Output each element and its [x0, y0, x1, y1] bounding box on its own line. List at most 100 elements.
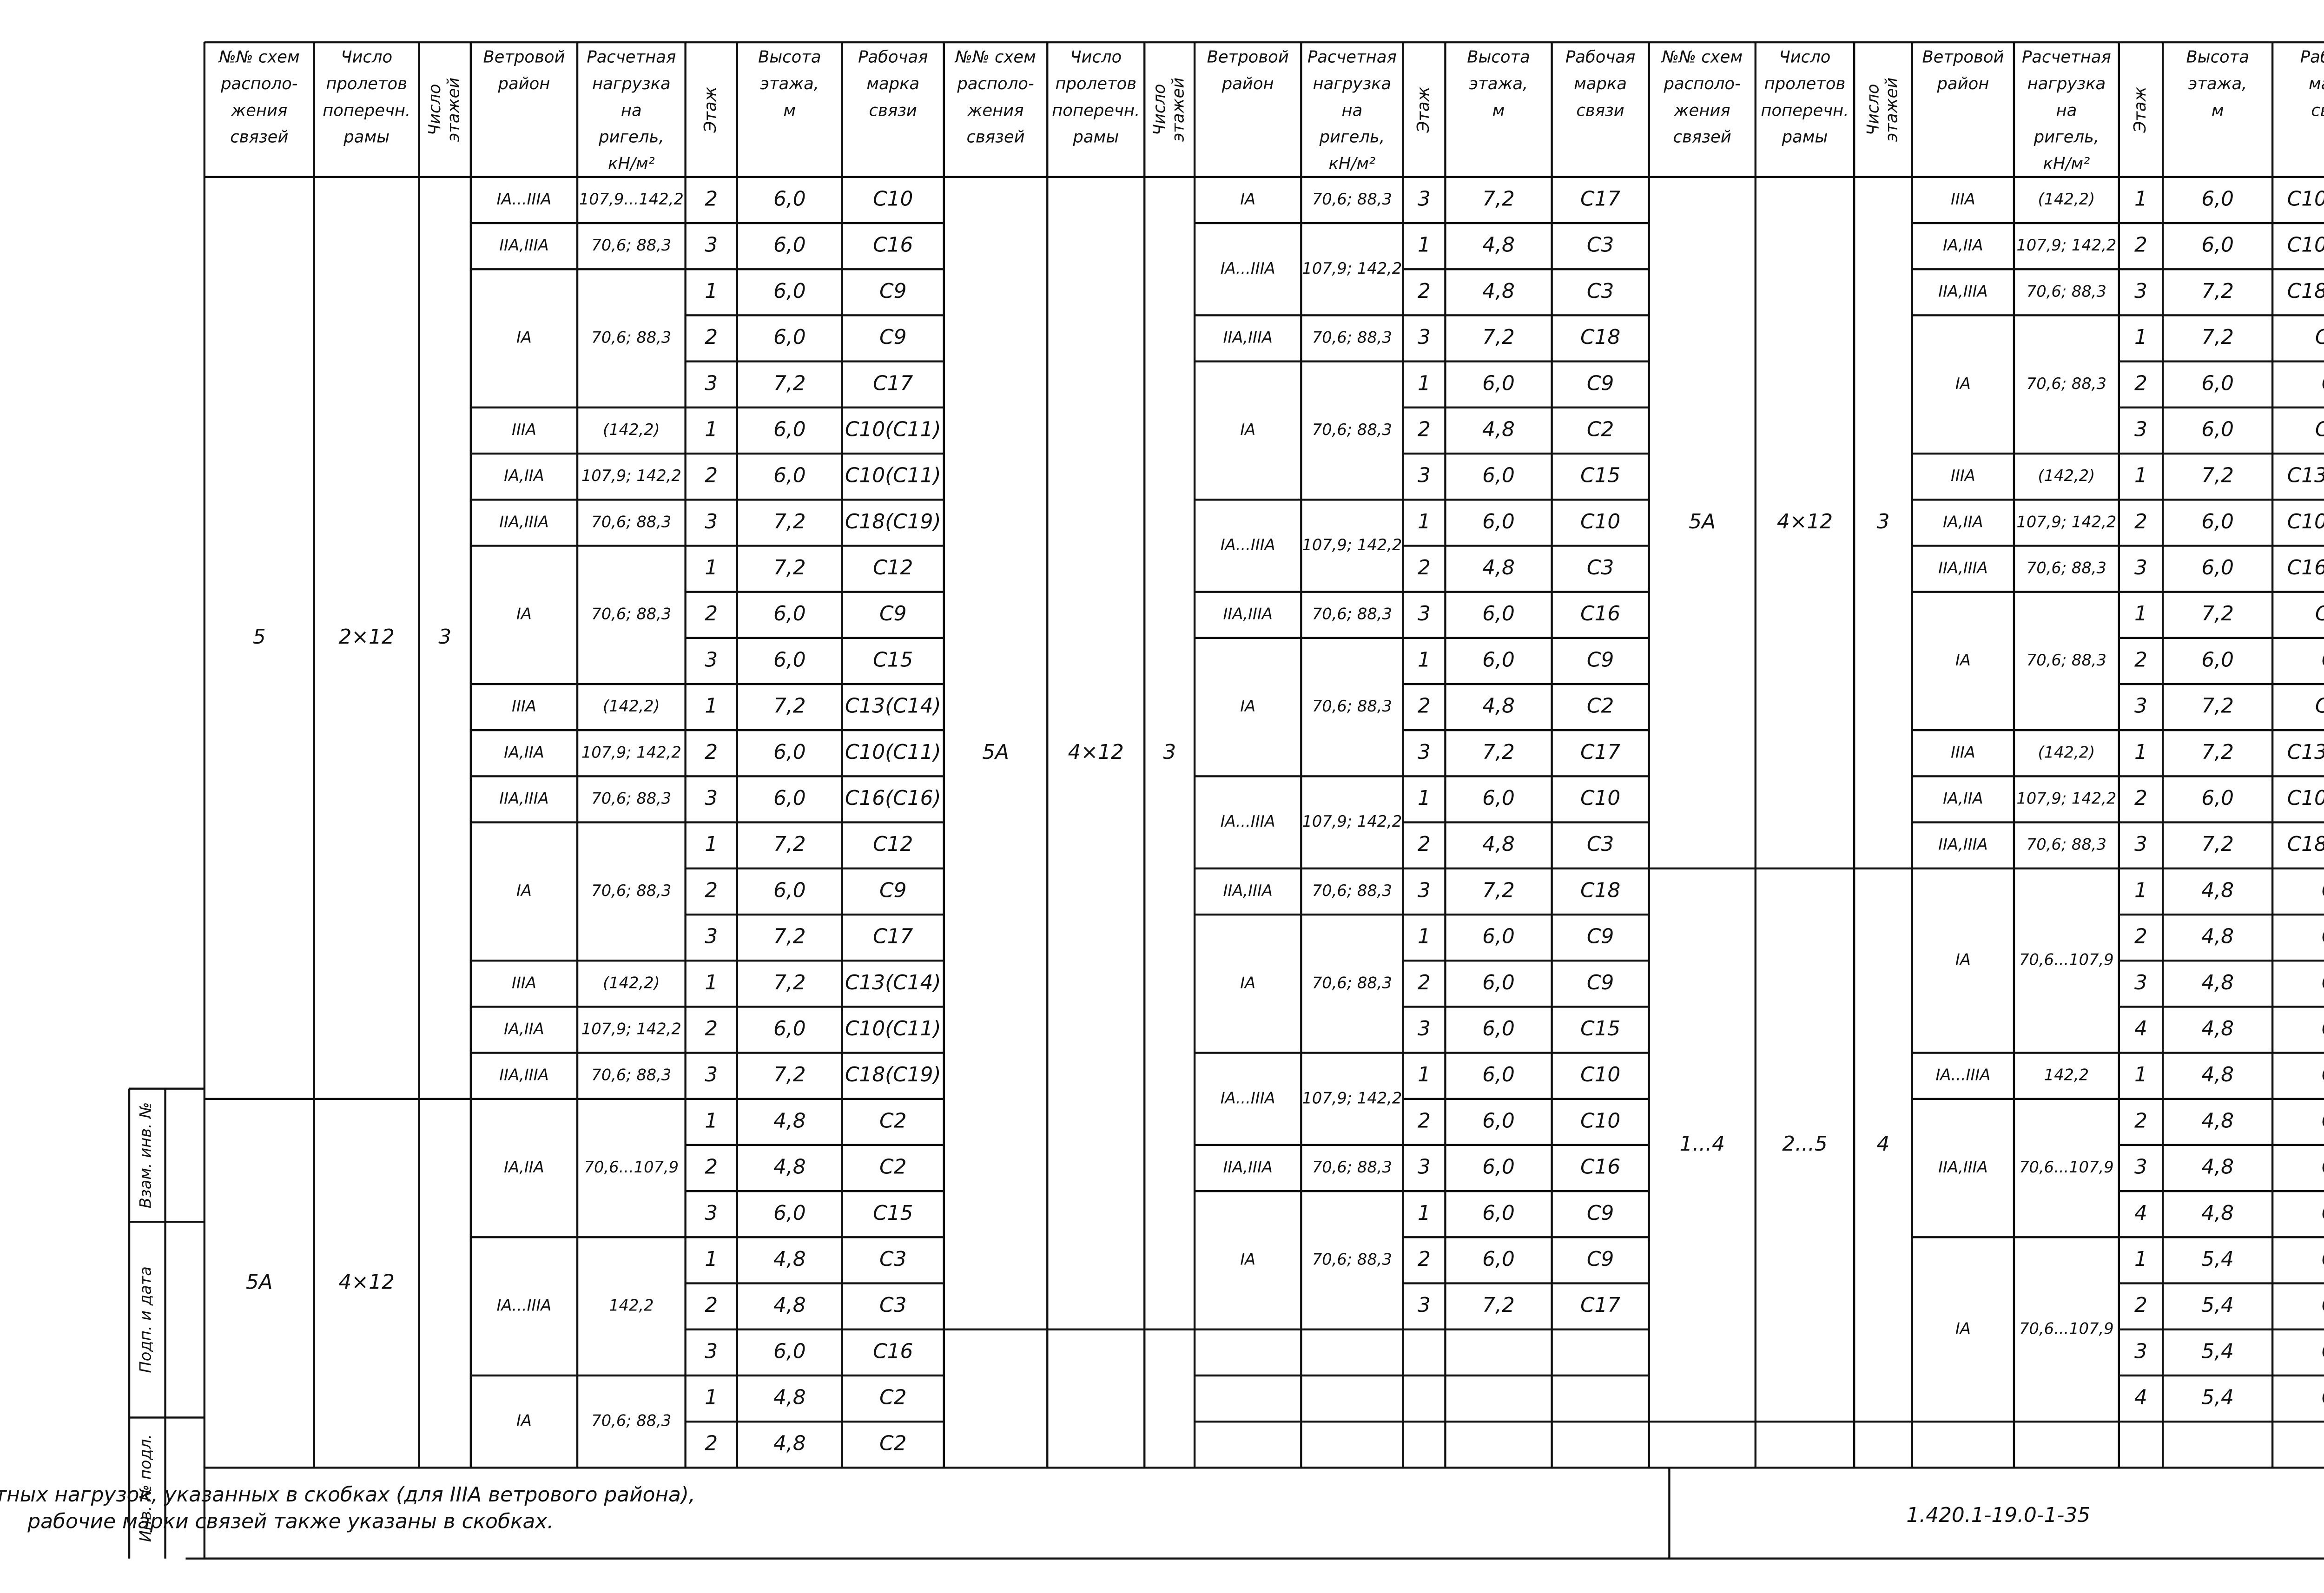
wind-region: IIА,IIIА: [499, 236, 548, 254]
wind-region: IIА,IIIА: [1223, 882, 1272, 900]
table-cell: 3: [1418, 878, 1431, 902]
wind-region: IА: [1240, 421, 1255, 439]
table-cell: 7,2: [773, 1063, 806, 1086]
table-cell: 4,8: [2201, 1109, 2234, 1132]
table-cell: 2: [2134, 1109, 2147, 1132]
design-load: 70,6; 88,3: [591, 1412, 671, 1430]
design-load: 70,6; 88,3: [591, 605, 671, 623]
table-cell: С9: [2322, 648, 2324, 671]
table-cell: 6,0: [773, 1017, 806, 1040]
table-cell: С10(С11): [845, 740, 941, 764]
table-cell: 1: [705, 694, 718, 718]
table-cell: С5: [2322, 1293, 2324, 1317]
wind-region: IIIА: [512, 697, 536, 715]
table-cell: С17: [1580, 740, 1620, 764]
table-cell: 2: [2134, 925, 2147, 948]
header-cell: поперечн.: [1761, 101, 1849, 120]
table-cell: С2: [2322, 1201, 2324, 1225]
design-load: 107,9; 142,2: [581, 1020, 681, 1038]
design-load: 107,9; 142,2: [2016, 236, 2116, 254]
table-cell: С10: [1580, 1109, 1620, 1132]
table-cell: 3: [2134, 971, 2147, 994]
wind-region: IА...IIIА: [1221, 812, 1275, 830]
table-cell: 4,8: [2201, 1155, 2234, 1179]
design-load: 70,6; 88,3: [2027, 836, 2106, 854]
table-cell: 1: [2134, 602, 2147, 625]
table-cell: С2: [2322, 1063, 2324, 1086]
header-cell: этажа,: [1469, 74, 1528, 93]
design-load: 70,6; 88,3: [591, 236, 671, 254]
wind-region: IА: [1240, 697, 1255, 715]
design-load: 70,6; 88,3: [1312, 421, 1392, 439]
table-cell: 2: [2134, 233, 2147, 257]
table-cell: С18: [1580, 878, 1620, 902]
header-cell: Высота: [2186, 48, 2249, 67]
table-cell: 1: [705, 971, 718, 994]
header-cell: Этаж: [701, 86, 720, 133]
table-cell: С9: [1587, 1247, 1614, 1271]
header-cell: район: [1221, 74, 1274, 93]
design-load: (142,2): [2038, 190, 2095, 208]
table-cell: 7,2: [1482, 740, 1515, 764]
design-load: (142,2): [603, 697, 660, 715]
table-cell: С12: [2315, 602, 2324, 625]
table-cell: С16: [873, 233, 913, 257]
table-cell: 1: [2134, 878, 2147, 902]
header-cell: связи: [2311, 101, 2324, 120]
design-load: 107,9; 142,2: [1302, 259, 1402, 277]
table-cell: 6,0: [2201, 556, 2234, 579]
table-cell: 3: [2134, 1155, 2147, 1179]
design-load: 70,6...107,9: [2019, 951, 2114, 969]
table-cell: 3: [705, 371, 718, 395]
table-cell: 4: [2134, 1201, 2147, 1225]
table-cell: С3: [1587, 233, 1614, 257]
table-cell: 7,2: [773, 556, 806, 579]
table-cell: 2: [705, 187, 718, 211]
header-cell: рамы: [343, 128, 390, 147]
table-cell: 4,8: [773, 1247, 806, 1271]
design-load: 142,2: [609, 1297, 654, 1315]
table-cell: 6,0: [1482, 1017, 1515, 1040]
table-cell: 2: [1418, 417, 1431, 441]
table-cell: С3: [1587, 279, 1614, 303]
header-cell: Этаж: [2131, 86, 2150, 133]
design-load: (142,2): [2038, 743, 2095, 761]
table-cell: 7,2: [2201, 602, 2234, 625]
wind-region: IА: [1240, 190, 1255, 208]
design-load: 107,9...142,2: [579, 190, 684, 208]
header-cell: кН/м²: [2043, 154, 2090, 173]
table-cell: 2: [705, 878, 718, 902]
wind-region: IА: [516, 1412, 532, 1430]
table-cell: 2: [705, 1155, 718, 1179]
table-cell: 3: [2134, 417, 2147, 441]
header-cell: Расчетная: [2022, 48, 2111, 67]
table-cell: 4,8: [1482, 417, 1515, 441]
table-cell: 7,2: [773, 694, 806, 718]
table-cell: С9: [879, 602, 906, 625]
group-cell: 5: [253, 625, 266, 649]
table-cell: 4,8: [2201, 1063, 2234, 1086]
table-cell: 6,0: [2201, 648, 2234, 671]
table-cell: С10(С11): [845, 1017, 941, 1040]
table-cell: 1: [705, 1386, 718, 1409]
header-cell: этажей: [444, 78, 463, 142]
wind-region: IА,IIА: [504, 1020, 544, 1038]
design-load: (142,2): [603, 974, 660, 992]
table-cell: 4: [2134, 1017, 2147, 1040]
header-cell: связи: [869, 101, 917, 120]
design-load: 70,6; 88,3: [2027, 559, 2106, 577]
drawing-code: 1.420.1-19.0-1-35: [1906, 1503, 2090, 1527]
table-cell: 1: [705, 279, 718, 303]
table-cell: С2: [879, 1155, 906, 1179]
wind-region: IIIА: [1951, 190, 1975, 208]
design-load: (142,2): [603, 421, 660, 439]
group-cell: 5А: [982, 740, 1009, 764]
wind-region: IА...IIIА: [496, 190, 551, 208]
table-cell: С17: [2315, 694, 2324, 718]
table-cell: С10(С11): [2287, 187, 2324, 211]
table-cell: 4,8: [2201, 1017, 2234, 1040]
table-cell: С15: [2315, 417, 2324, 441]
table-cell: 1: [705, 556, 718, 579]
table-cell: 7,2: [2201, 832, 2234, 856]
group-cell: 3: [1163, 740, 1176, 764]
